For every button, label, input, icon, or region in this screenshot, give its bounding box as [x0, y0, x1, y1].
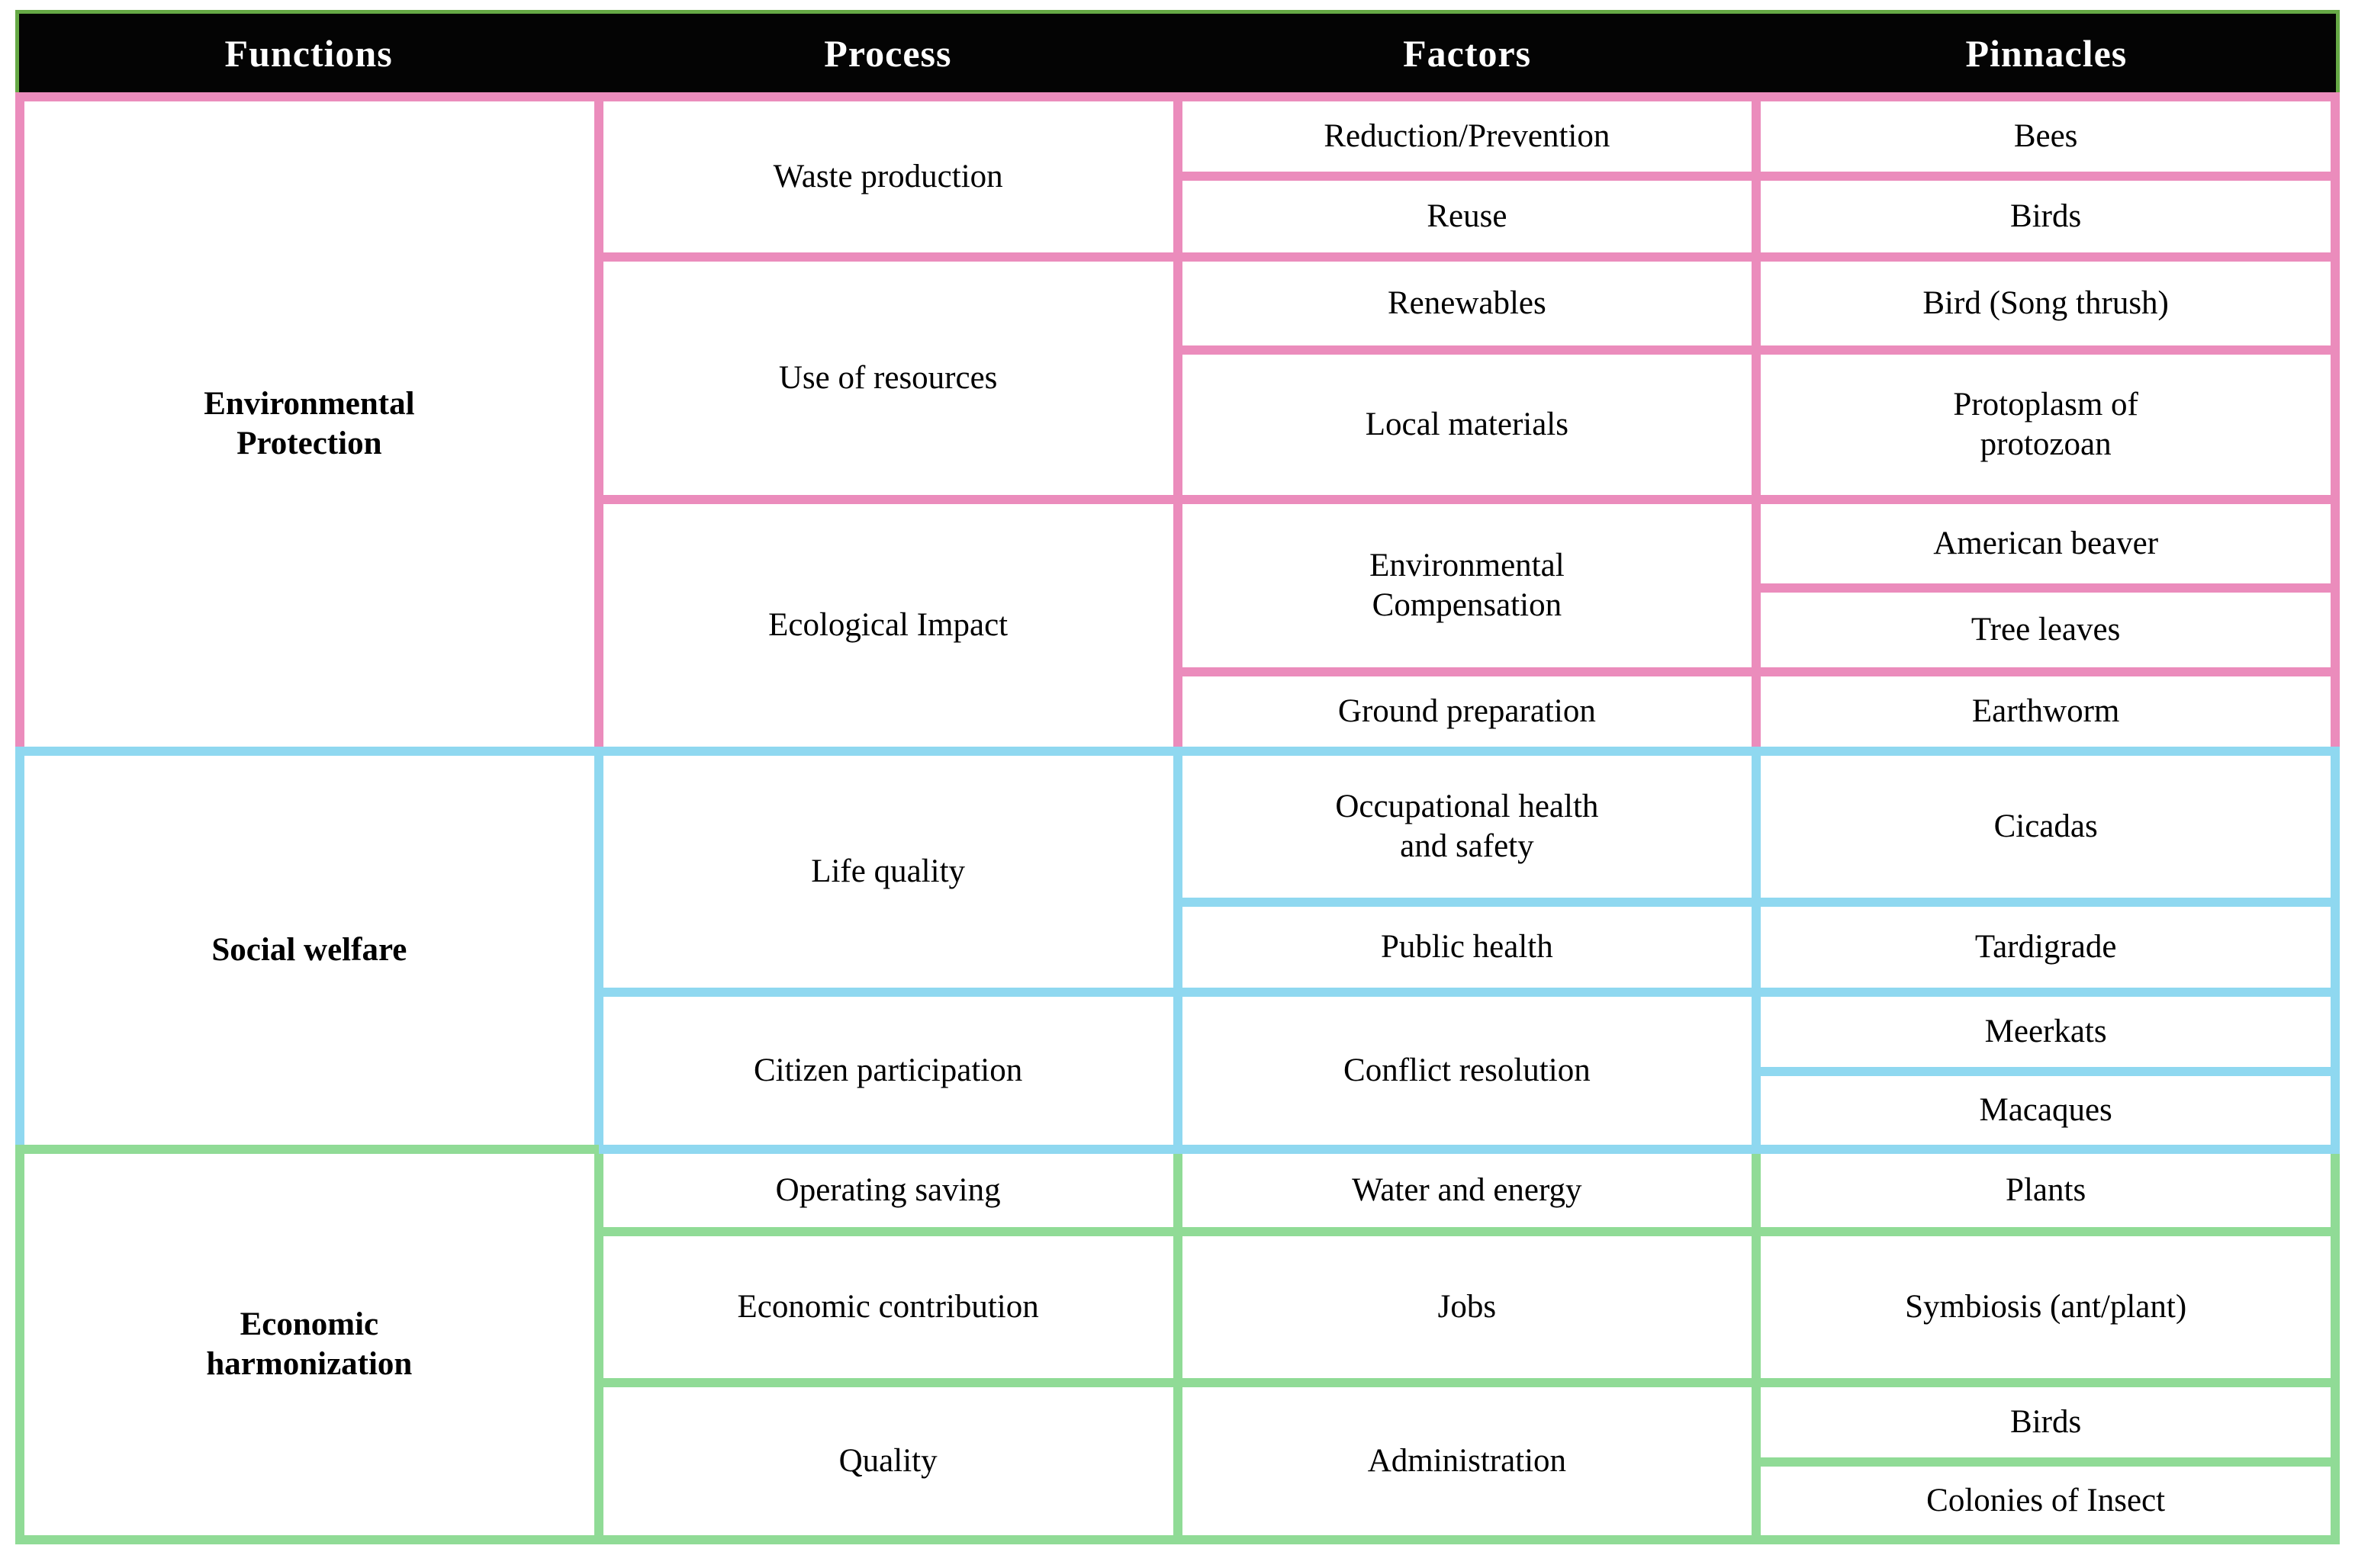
cell-factor-occupational-health-and-safety: Occupational health and safety [1182, 756, 1752, 898]
cell-pinnacle-american-beaver: American beaver [1761, 504, 2331, 583]
cell-factor-renewables: Renewables [1182, 262, 1752, 345]
cell-pinnacle-symbiosis-ant-plant: Symbiosis (ant/plant) [1761, 1236, 2331, 1378]
cell-function-economic-harmonization: Economic harmonization [24, 1154, 594, 1535]
cell-process-quality: Quality [603, 1387, 1173, 1535]
cell-factor-water-and-energy: Water and energy [1182, 1154, 1752, 1227]
cell-factor-public-health: Public health [1182, 907, 1752, 988]
column-header-pinnacles: Pinnacles [1965, 31, 2128, 75]
cell-process-operating-saving: Operating saving [603, 1154, 1173, 1227]
cell-factor-local-materials: Local materials [1182, 355, 1752, 495]
cell-function-social-welfare: Social welfare [24, 756, 594, 1145]
cell-pinnacle-meerkats: Meerkats [1761, 997, 2331, 1067]
cell-pinnacle-cicadas: Cicadas [1761, 756, 2331, 898]
cell-process-use-of-resources: Use of resources [603, 262, 1173, 495]
section-social-welfare: Social welfare Life quality Citizen part… [15, 756, 2340, 1145]
cell-pinnacle-colonies-of-insect: Colonies of Insect [1761, 1467, 2331, 1535]
cell-pinnacle-bees: Bees [1761, 101, 2331, 172]
cell-pinnacle-protoplasm-of-protozoan: Protoplasm of protozoan [1761, 355, 2331, 495]
cell-pinnacle-birds: Birds [1761, 181, 2331, 252]
cell-pinnacle-tardigrade: Tardigrade [1761, 907, 2331, 988]
cell-process-ecological-impact: Ecological Impact [603, 504, 1173, 747]
cell-pinnacle-birds-2: Birds [1761, 1387, 2331, 1457]
cell-pinnacle-tree-leaves: Tree leaves [1761, 593, 2331, 667]
section-economic-harmonization: Economic harmonization Operating saving … [15, 1154, 2340, 1544]
section-environmental-protection: Environmental Protection Waste productio… [15, 92, 2340, 747]
column-header-factors: Factors [1403, 31, 1532, 75]
cell-factor-ground-preparation: Ground preparation [1182, 676, 1752, 747]
divider-blue-band [15, 747, 2340, 756]
cell-pinnacle-earthworm: Earthworm [1761, 676, 2331, 747]
cell-factor-conflict-resolution: Conflict resolution [1182, 997, 1752, 1145]
cell-process-waste-production: Waste production [603, 101, 1173, 252]
cell-process-citizen-participation: Citizen participation [603, 997, 1173, 1145]
column-header-functions: Functions [224, 31, 393, 75]
cell-process-life-quality: Life quality [603, 756, 1173, 988]
cell-factor-reuse: Reuse [1182, 181, 1752, 252]
cell-factor-jobs: Jobs [1182, 1236, 1752, 1378]
divider-green-band [15, 1145, 599, 1154]
table-header-row: Functions Process Factors Pinnacles [15, 10, 2340, 92]
cell-pinnacle-macaques: Macaques [1761, 1076, 2331, 1145]
cell-pinnacle-bird-song-thrush: Bird (Song thrush) [1761, 262, 2331, 345]
cell-factor-administration: Administration [1182, 1387, 1752, 1535]
cell-factor-environmental-compensation: Environmental Compensation [1182, 504, 1752, 667]
functions-process-factors-table: Functions Process Factors Pinnacles Envi… [15, 10, 2340, 1544]
cell-pinnacle-plants: Plants [1761, 1154, 2331, 1227]
cell-process-economic-contribution: Economic contribution [603, 1236, 1173, 1378]
column-header-process: Process [824, 31, 952, 75]
cell-function-environmental-protection: Environmental Protection [24, 101, 594, 747]
section-divider-blue [15, 747, 2340, 756]
divider-blue-band [598, 1145, 2340, 1154]
section-divider-green-blue [15, 1145, 2340, 1154]
cell-factor-reduction-prevention: Reduction/Prevention [1182, 101, 1752, 172]
